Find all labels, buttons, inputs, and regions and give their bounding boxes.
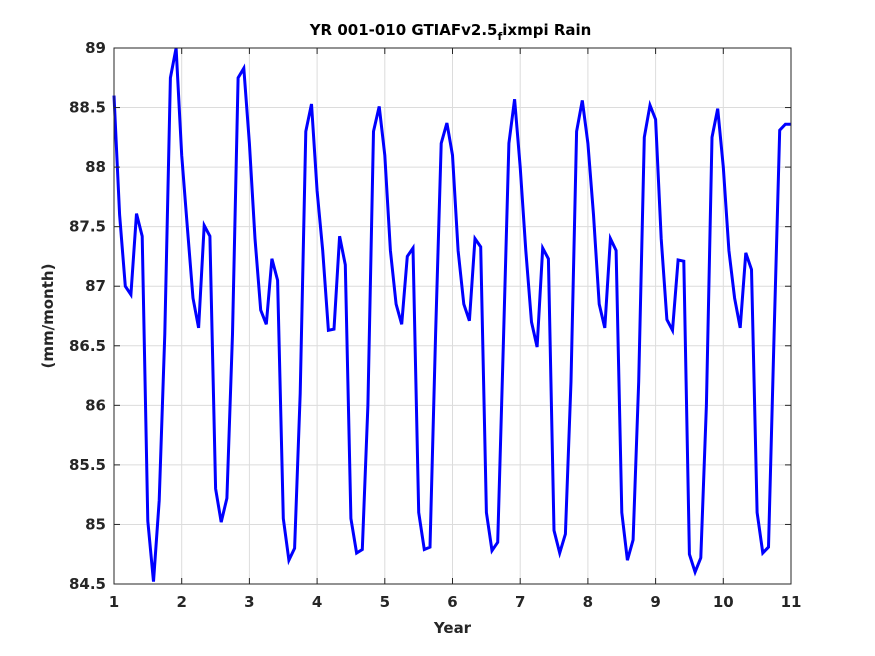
y-tick-label: 87 (85, 277, 106, 295)
y-tick-label: 89 (85, 39, 106, 57)
x-tick-label: 11 (781, 593, 802, 611)
y-axis-label: (mm/month) (39, 264, 57, 369)
axis-ticks: 1 2 3 4 5 6 7 8 9 10 1184.58585.58686.58787.58888.… (69, 39, 801, 611)
y-tick-label: 88 (85, 158, 106, 176)
x-tick-label: 1 (109, 593, 119, 611)
x-tick-label: 6 (447, 593, 457, 611)
x-tick-label: 10 (713, 593, 734, 611)
chart-title-main: YR 001-010 GTIAFv2.5 (309, 21, 498, 39)
rain-series-line (112, 47, 791, 582)
chart-title-subscript: f (497, 30, 502, 43)
y-tick-label: 86.5 (69, 337, 106, 355)
x-tick-label: 2 (176, 593, 186, 611)
chart-title-rest: ixmpi Rain (502, 21, 591, 39)
y-tick-label: 85.5 (69, 456, 106, 474)
chart-title: YR 001-010 GTIAFv2.5fixmpi Rain (309, 21, 592, 43)
x-tick-label: 4 (312, 593, 322, 611)
y-tick-label: 84.5 (69, 575, 106, 593)
y-tick-label: 86 (85, 396, 106, 414)
x-tick-label: 9 (650, 593, 660, 611)
y-tick-label: 88.5 (69, 99, 106, 117)
x-tick-label: 7 (515, 593, 525, 611)
y-tick-label: 87.5 (69, 218, 106, 236)
x-tick-label: 3 (244, 593, 254, 611)
plot-data (112, 47, 791, 582)
x-tick-label: 8 (583, 593, 593, 611)
y-tick-label: 85 (85, 515, 106, 533)
x-axis-label: Year (433, 619, 472, 637)
x-tick-label: 5 (380, 593, 390, 611)
